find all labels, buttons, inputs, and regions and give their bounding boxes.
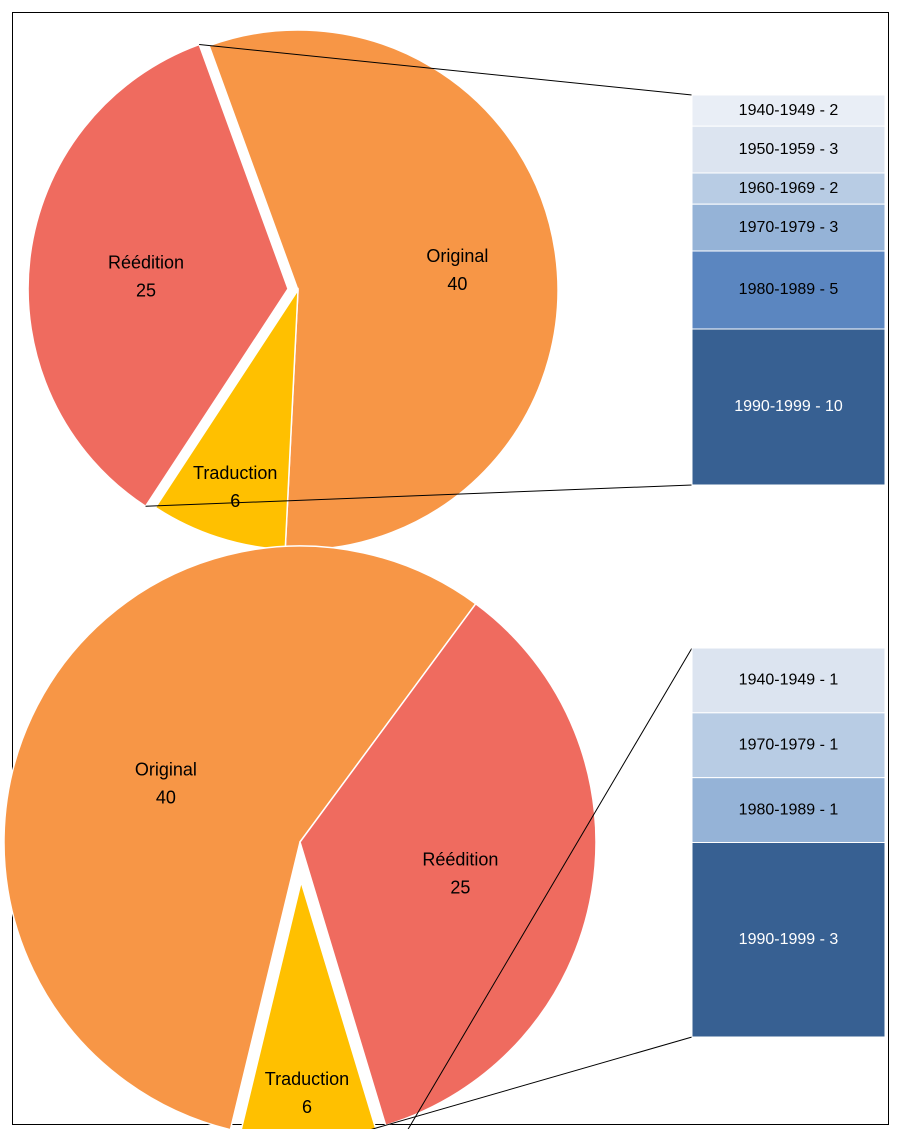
slice-value-traduction: 6: [230, 491, 240, 511]
slice-label-original: Original: [426, 246, 488, 266]
breakdown-segment-1940-1949-1: [691, 647, 886, 714]
breakdown-label-1940-1949-2: 1940-1949 - 2: [739, 102, 839, 119]
pie-slice-original: [3, 545, 477, 1129]
slice-value-traduction: 6: [302, 1097, 312, 1117]
breakdown-label-1980-1989-5: 1980-1989 - 5: [739, 281, 839, 298]
slice-label-traduction: Traduction: [265, 1069, 349, 1089]
breakdown-segment-1950-1959-3: [691, 125, 886, 174]
breakdown-label-1940-1949-1: 1940-1949 - 1: [739, 672, 839, 689]
breakdown-segment-1960-1969-2: [691, 172, 886, 205]
breakdown-segment-1970-1979-1: [691, 712, 886, 779]
bar-of-pie-chart-1: Original 40 Traduction 6 Réédition 25 1940-194…: [27, 29, 886, 551]
breakdown-label-1960-1969-2: 1960-1969 - 2: [739, 180, 839, 197]
breakdown-segment-1980-1989-5: [691, 250, 886, 330]
breakdown-segment-1990-1999-10: [691, 328, 886, 486]
breakdown-segment-1940-1949-2: [691, 94, 886, 127]
breakdown-label-1990-1999-10: 1990-1999 - 10: [734, 398, 843, 415]
slice-value-original: 40: [447, 274, 467, 294]
breakdown-label-1990-1999-3: 1990-1999 - 3: [739, 931, 839, 948]
slice-label-reedition: Réédition: [422, 850, 498, 870]
breakdown-label-1970-1979-3: 1970-1979 - 3: [739, 219, 839, 236]
slice-value-reedition: 25: [136, 280, 156, 300]
breakdown-label-1970-1979-1: 1970-1979 - 1: [739, 736, 839, 753]
connector-line-top: [199, 44, 693, 96]
slice-label-original: Original: [135, 759, 197, 779]
slice-label-reedition: Réédition: [108, 252, 184, 272]
breakdown-segment-1990-1999-3: [691, 842, 886, 1038]
bar-of-pie-chart-2: Original 40 Réédition 25 Traduction 6 1940-194…: [3, 545, 886, 1129]
pie-slice-reedition: [299, 602, 597, 1127]
pie-slice-traduction: [240, 879, 377, 1129]
connector-line-bottom: [145, 484, 693, 507]
breakdown-label-1980-1989-1: 1980-1989 - 1: [739, 801, 839, 818]
slice-value-original: 40: [156, 787, 176, 807]
breakdown-segment-1980-1989-1: [691, 777, 886, 844]
connector-line-top: [407, 647, 693, 1129]
slice-label-traduction: Traduction: [193, 463, 277, 483]
slice-value-reedition: 25: [450, 878, 470, 898]
pie-slice-reedition: [27, 43, 289, 508]
connector-line-bottom: [370, 1036, 693, 1129]
breakdown-label-1950-1959-3: 1950-1959 - 3: [739, 141, 839, 158]
pie-slice-original: [208, 29, 559, 551]
breakdown-segment-1970-1979-3: [691, 203, 886, 252]
